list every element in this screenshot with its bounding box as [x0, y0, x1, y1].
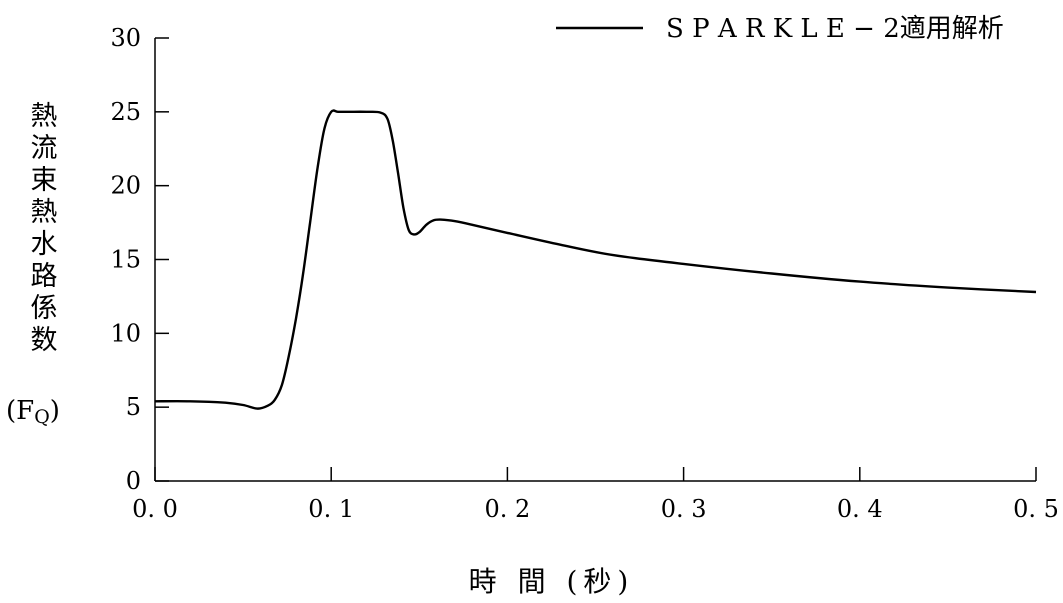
x-tick-label: 0. 4 [837, 495, 883, 523]
y-tick-label: 5 [126, 393, 141, 421]
y-tick-label: 0 [126, 467, 141, 495]
y-tick-label: 10 [110, 319, 141, 347]
y-axis-label-char: 水 [30, 229, 58, 260]
y-axis-label-char: 熱 [30, 197, 58, 228]
x-tick-label: 0. 5 [1013, 495, 1059, 523]
y-axis-label-char: 束 [30, 165, 58, 196]
y-axis-label-char: 流 [30, 133, 58, 164]
x-axis-label: 時 間 (秒) [468, 565, 635, 598]
y-tick-label: 20 [110, 172, 141, 200]
x-tick-label: 0. 3 [661, 495, 707, 523]
y-axis-label-char: 路 [30, 261, 58, 292]
x-tick-label: 0. 0 [132, 495, 178, 523]
legend-label: S P A R K L E − 2適用解析 [666, 14, 1004, 44]
y-tick-label: 25 [110, 98, 141, 126]
x-tick-label: 0. 1 [308, 495, 354, 523]
y-axis-label-char: 係 [30, 293, 58, 324]
series-line [154, 109, 1037, 410]
y-axis-label-char: 熱 [30, 101, 58, 132]
axes [154, 38, 1036, 482]
series-group [154, 109, 1037, 410]
y-axis-symbol: (FQ) [6, 396, 60, 428]
y-tick-label: 30 [110, 24, 141, 52]
x-tick-label: 0. 2 [485, 495, 531, 523]
y-ticks: 0 5 10 15 20 25 30 [110, 24, 169, 495]
y-tick-label: 15 [110, 246, 141, 274]
y-axis-label-char: 数 [30, 325, 58, 356]
x-ticks: 0. 0 0. 1 0. 2 0. 3 0. 4 0. 5 [132, 467, 1059, 523]
